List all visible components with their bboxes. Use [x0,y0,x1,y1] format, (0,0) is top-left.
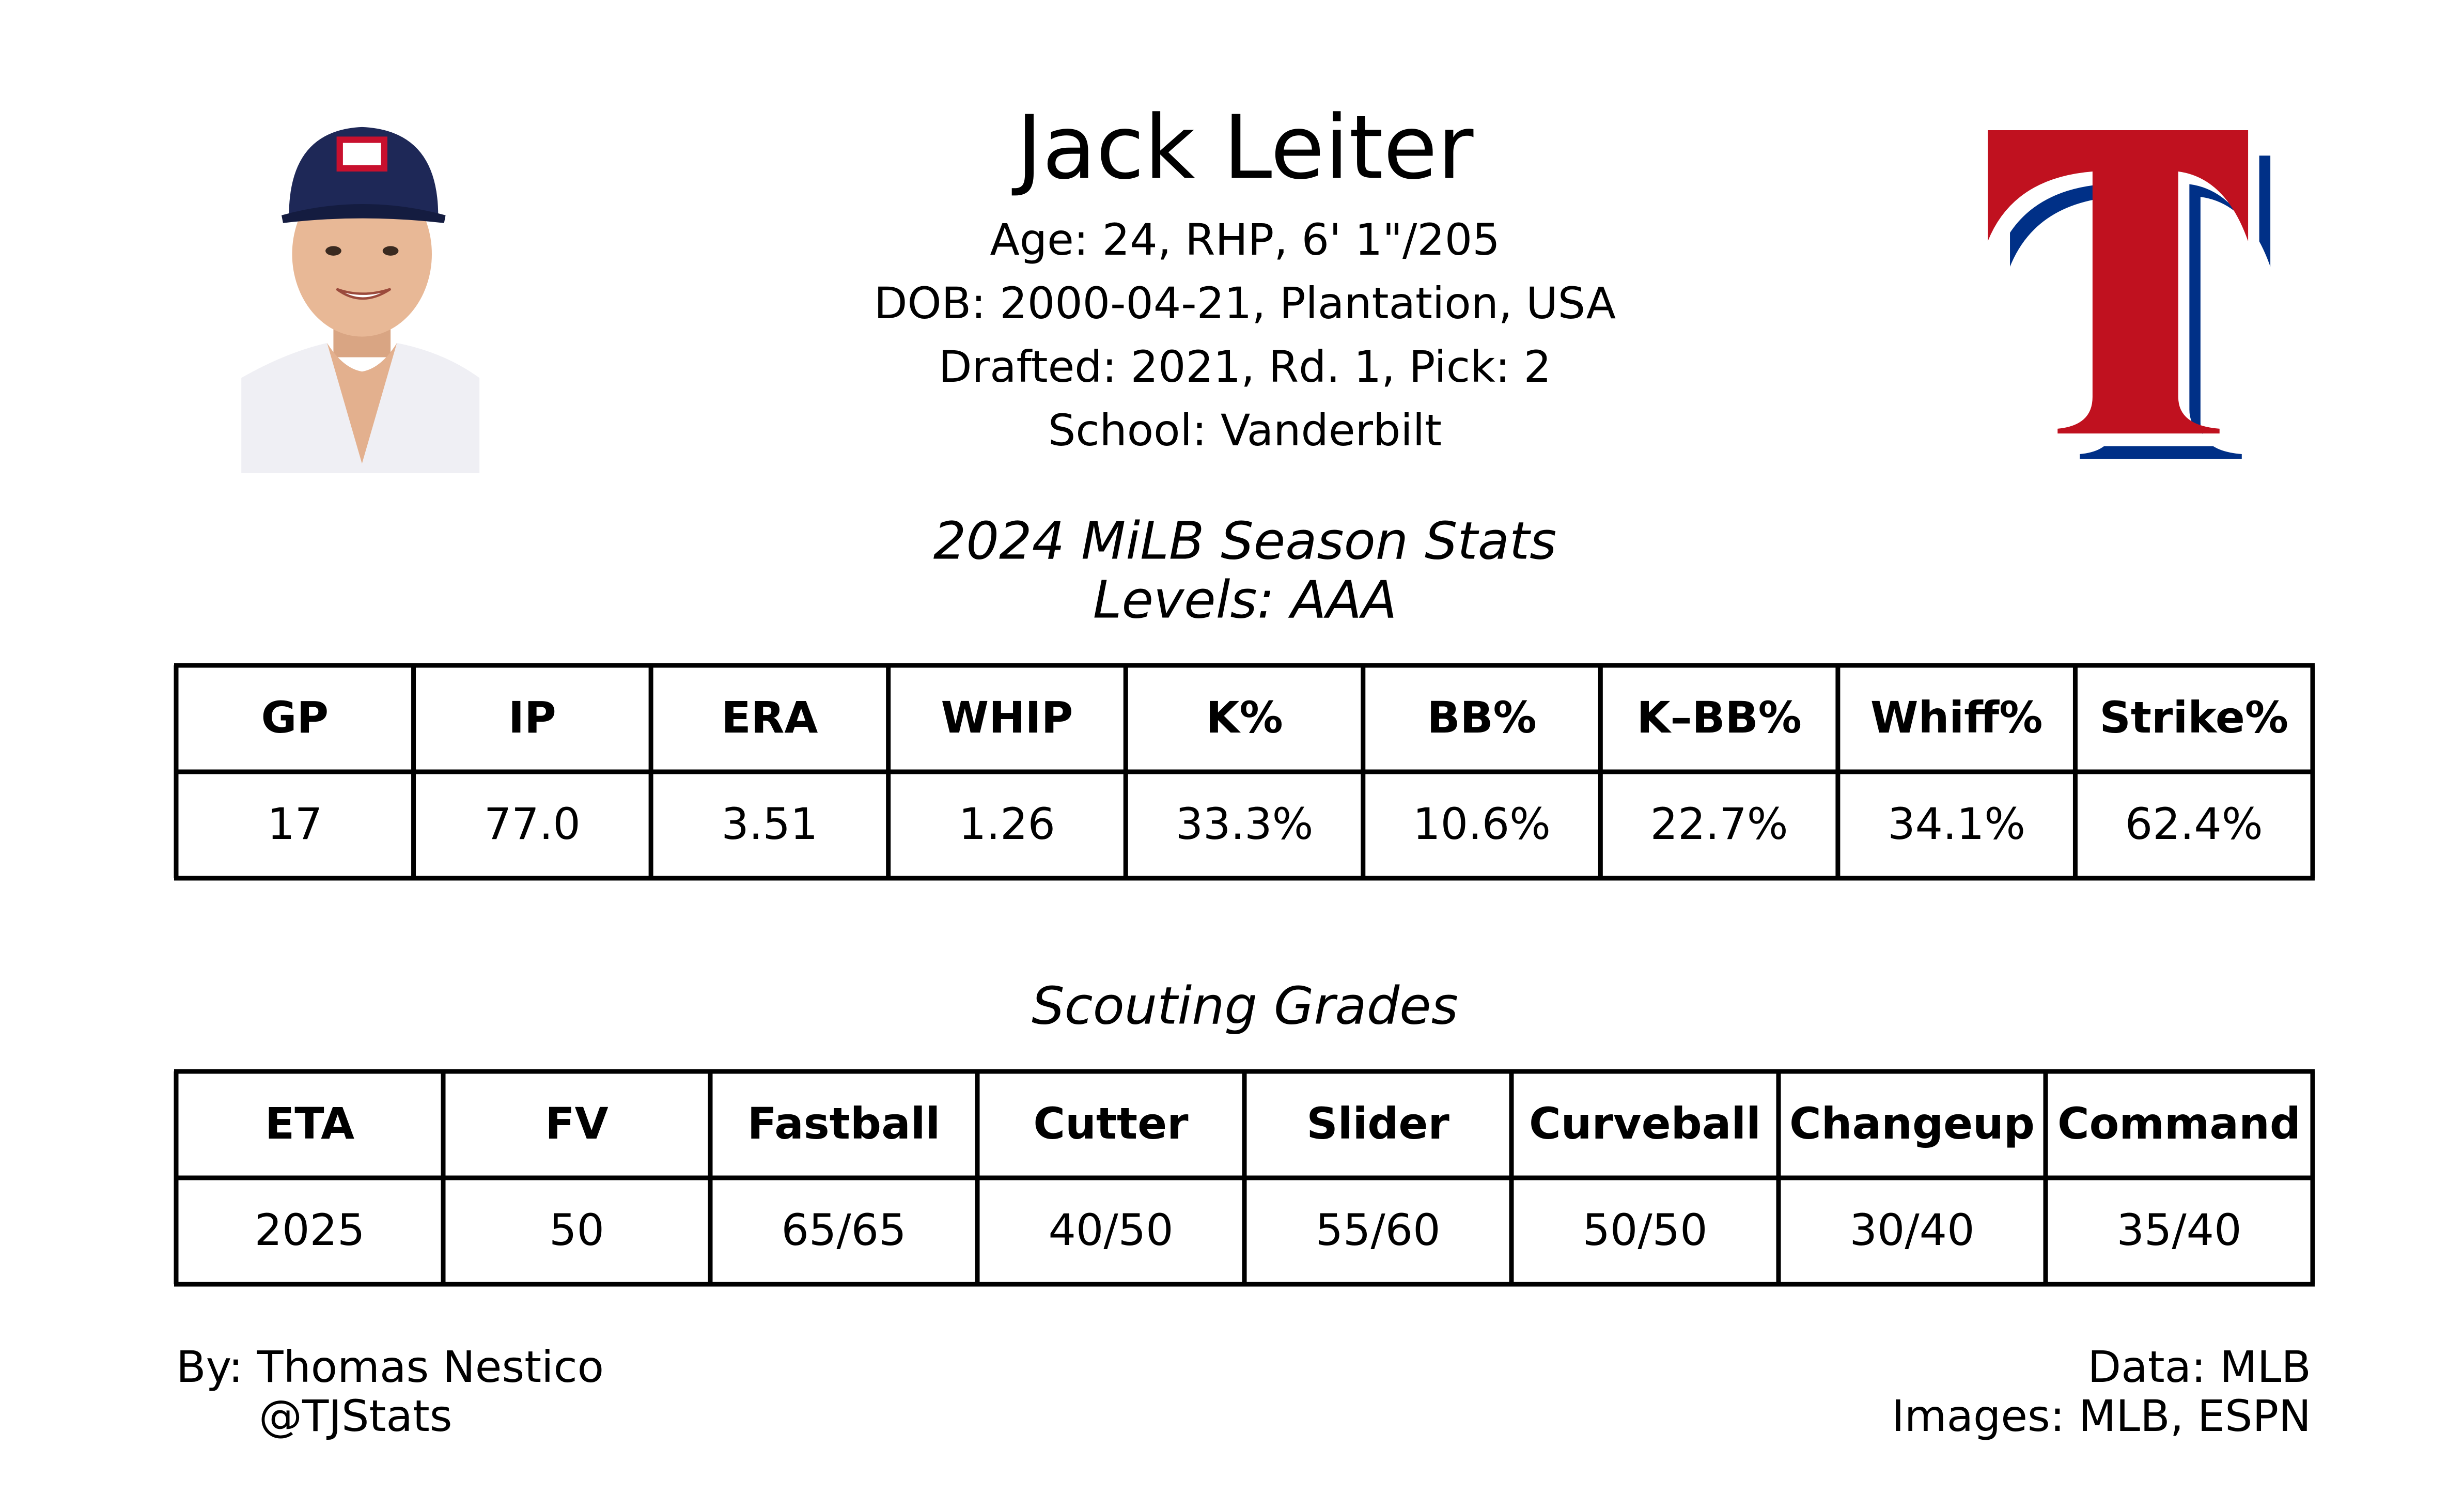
column-header: Slider [1306,1098,1449,1149]
table-cell: 1.26 [959,799,1055,849]
footer-handle: @TJStats [259,1391,453,1441]
table-cell: 10.6% [1413,799,1551,849]
column-header: BB% [1427,692,1536,743]
table-cell: 17 [267,799,322,849]
column-header: Changeup [1789,1098,2035,1149]
table-cell: 35/40 [2116,1205,2241,1255]
table-cell: 50 [549,1205,604,1255]
table-cell: 62.4% [2125,799,2263,849]
table-cell: 33.3% [1176,799,1314,849]
table-cell: 55/60 [1315,1205,1440,1255]
table-cell: 2025 [255,1205,365,1255]
column-header: ERA [721,692,818,743]
column-header: GP [261,692,329,743]
team-logo [1988,130,2271,459]
bio-line: DOB: 2000-04-21, Plantation, USA [874,278,1616,329]
column-header: Command [2057,1098,2301,1149]
table-cell: 34.1% [1888,799,2025,849]
player-name: Jack Leiter [1012,97,1474,199]
section-title: Scouting Grades [1032,975,1458,1036]
table-cell: 65/65 [781,1205,906,1255]
column-header: Curveball [1529,1098,1761,1149]
bio-line: Age: 24, RHP, 6' 1"/205 [990,214,1500,265]
bio-line: Drafted: 2021, Rd. 1, Pick: 2 [939,341,1551,392]
table-cell: 77.0 [484,799,581,849]
column-header: IP [508,692,556,743]
column-header: ETA [265,1098,354,1149]
section-title: 2024 MiLB Season Stats [933,510,1556,571]
column-header: Whiff% [1870,692,2042,743]
table-cell: 50/50 [1582,1205,1707,1255]
footer-images: Images: MLB, ESPN [1892,1391,2311,1441]
section-subtitle: Levels: AAA [1093,569,1397,630]
table-cell: 3.51 [721,799,818,849]
footer-author: By: Thomas Nestico [176,1342,604,1392]
bio-line: School: Vanderbilt [1048,405,1442,456]
column-header: Fastball [747,1098,941,1149]
column-header: Strike% [2099,692,2288,743]
column-header: K% [1206,692,1283,743]
table-cell: 40/50 [1048,1205,1173,1255]
column-header: FV [545,1098,608,1149]
table-cell: 30/40 [1849,1205,1974,1255]
footer-data: Data: MLB [2088,1342,2311,1392]
column-header: WHIP [941,692,1073,743]
column-header: Cutter [1033,1098,1189,1149]
player-photo [241,123,480,473]
column-header: K–BB% [1636,692,1801,743]
table-cell: 22.7% [1650,799,1788,849]
